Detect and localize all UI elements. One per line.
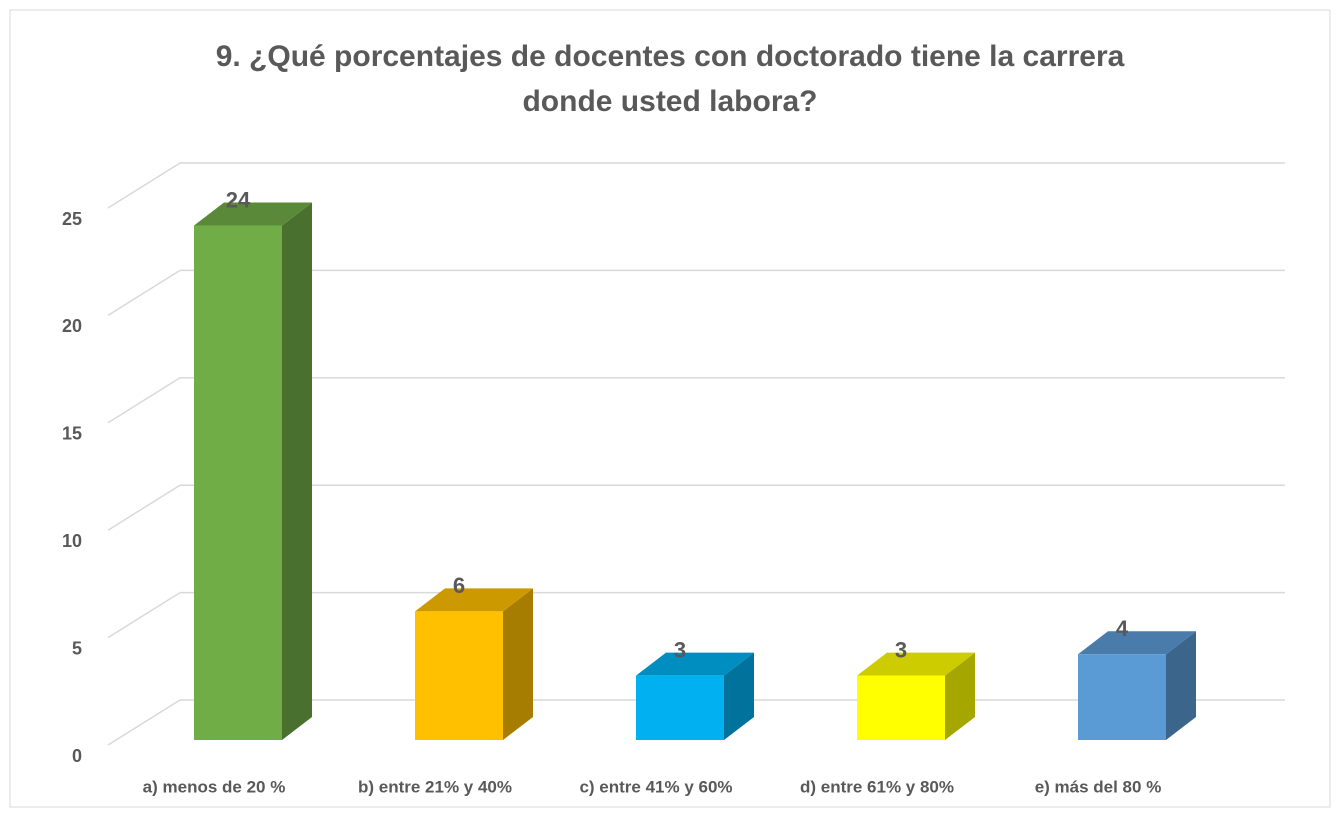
grid-line [107, 377, 181, 424]
bar-side [282, 202, 312, 740]
bar-side [724, 652, 754, 740]
x-tick-label: c) entre 41% y 60% [579, 777, 732, 796]
value-label: 6 [453, 573, 465, 598]
value-label: 3 [674, 637, 686, 662]
bar-top [415, 588, 533, 612]
chart-title: 9. ¿Qué porcentajes de docentes con doct… [216, 40, 1125, 73]
x-tick-label: b) entre 21% y 40% [358, 777, 512, 796]
y-tick-label: 20 [62, 316, 82, 336]
bar [857, 675, 945, 740]
bar-side [503, 588, 533, 740]
x-tick-label: e) más del 80 % [1035, 777, 1162, 796]
y-tick-label: 10 [62, 531, 82, 551]
value-label: 4 [1116, 616, 1129, 641]
chart-title: donde usted labora? [522, 85, 817, 118]
y-tick-label: 15 [62, 424, 82, 444]
bar [636, 675, 724, 740]
bar [194, 225, 282, 740]
y-tick-label: 5 [72, 638, 82, 658]
grid-line [107, 591, 181, 639]
bar-top [194, 202, 312, 226]
bar-top [1078, 631, 1196, 655]
grid-line [107, 699, 181, 746]
bar [415, 611, 503, 740]
value-label: 24 [226, 187, 251, 212]
bar-side [1166, 631, 1196, 740]
bar-top [636, 652, 754, 676]
grid-line [107, 484, 181, 531]
grid-line [107, 162, 181, 209]
x-tick-label: d) entre 61% y 80% [800, 777, 954, 796]
grid-line [107, 269, 181, 317]
value-label: 3 [895, 637, 907, 662]
y-tick-label: 25 [62, 209, 82, 229]
bar-side [945, 652, 975, 740]
bar-top [857, 652, 975, 676]
x-tick-label: a) menos de 20 % [143, 777, 286, 796]
bar [1078, 654, 1166, 740]
y-tick-label: 0 [72, 746, 82, 766]
